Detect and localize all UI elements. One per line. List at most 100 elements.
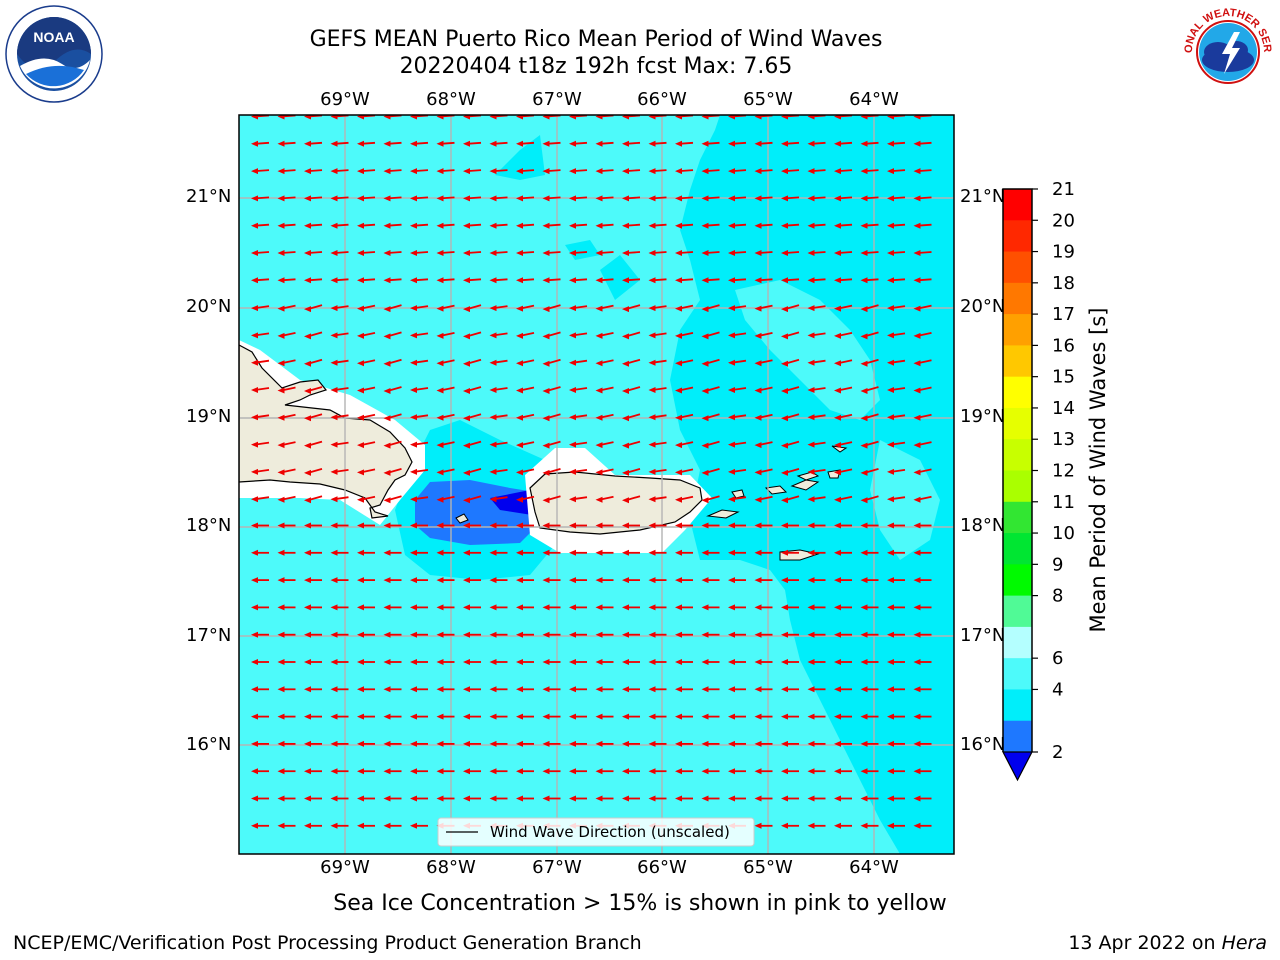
wind-arrow	[834, 604, 852, 611]
wind-arrow	[410, 631, 428, 638]
wind-arrow	[516, 277, 535, 284]
wind-arrow	[595, 686, 614, 693]
wind-arrow	[648, 604, 667, 611]
wind-arrow	[648, 522, 667, 529]
wind-arrow	[357, 195, 376, 202]
wind-arrow	[754, 222, 773, 229]
wind-arrow	[754, 250, 773, 256]
wind-arrow	[807, 250, 826, 256]
wind-arrow	[304, 631, 322, 638]
wind-arrow	[251, 659, 269, 665]
wind-arrow	[887, 549, 905, 556]
wind-arrow	[304, 795, 322, 802]
lon-label-top-6: 64°W	[849, 89, 899, 110]
wind-arrow	[754, 795, 773, 802]
colorbar-segment	[1003, 626, 1032, 659]
wind-arrow	[569, 387, 588, 393]
lat-label-right-5: 17°N	[960, 625, 1006, 646]
wind-arrow	[834, 222, 853, 229]
wind-arrow	[834, 713, 852, 720]
wind-arrow	[622, 713, 640, 720]
wind-arrow	[807, 713, 826, 720]
wind-arrow	[304, 304, 323, 313]
wind-arrow	[569, 631, 587, 638]
wind-arrow	[489, 496, 508, 503]
wind-arrow	[304, 522, 322, 529]
wind-arrow	[251, 140, 270, 147]
wind-arrow	[277, 250, 296, 256]
wind-arrow	[675, 195, 694, 202]
wind-arrow	[304, 277, 323, 284]
wind-arrow	[277, 686, 296, 693]
wind-arrow	[542, 440, 561, 449]
wind-arrow	[887, 359, 906, 366]
wind-arrow	[542, 631, 561, 638]
wind-arrow	[383, 222, 402, 229]
wind-arrow	[251, 222, 270, 229]
wind-arrow	[860, 331, 879, 340]
wind-arrow	[330, 496, 349, 503]
wind-arrow	[330, 387, 349, 393]
wind-arrow	[251, 250, 270, 256]
wind-arrow	[595, 386, 614, 394]
wind-arrow	[357, 577, 375, 584]
wind-arrow	[913, 359, 932, 367]
wind-arrow	[675, 768, 693, 775]
wind-arrow	[887, 387, 906, 393]
island-vieques	[706, 509, 740, 519]
wind-arrow	[516, 522, 534, 529]
wind-arrow	[834, 740, 852, 747]
wind-arrow	[754, 740, 773, 747]
wind-arrow	[304, 358, 323, 367]
wind-arrow	[410, 140, 429, 147]
wind-arrow	[516, 222, 535, 229]
colorbar-segment	[1003, 564, 1032, 597]
wind-arrow	[754, 577, 773, 584]
wind-arrow	[860, 686, 879, 693]
wind-arrow	[357, 740, 375, 747]
wind-arrow	[781, 468, 800, 476]
wind-arrow	[357, 304, 376, 312]
wind-arrow	[701, 768, 720, 775]
wind-arrow	[277, 522, 296, 529]
wind-arrow	[781, 440, 800, 449]
wind-arrow	[304, 331, 323, 340]
wind-arrow	[357, 441, 376, 449]
wind-arrow	[383, 604, 402, 611]
wind-arrow	[807, 549, 826, 556]
wind-arrow	[383, 577, 402, 584]
wind-arrow	[781, 140, 800, 147]
wind-arrow	[701, 549, 720, 556]
wind-arrow	[410, 822, 428, 829]
wind-arrow	[330, 168, 349, 175]
wind-arrow	[701, 522, 720, 529]
wind-arrow	[277, 604, 296, 611]
wind-arrow	[754, 386, 773, 394]
wind-arrow	[807, 195, 826, 202]
wind-arrow	[463, 440, 482, 449]
wind-arrow	[781, 522, 799, 529]
wind-arrow	[834, 332, 853, 339]
wind-arrow	[383, 140, 402, 147]
wind-arrow	[754, 822, 773, 829]
wind-arrow	[383, 631, 402, 638]
colorbar-segment	[1003, 220, 1032, 253]
wind-arrow	[569, 332, 588, 339]
wind-arrow	[834, 549, 852, 556]
wind-arrow	[542, 577, 561, 584]
wind-arrow	[463, 740, 481, 747]
colorbar-tick-label: 19	[1052, 242, 1075, 263]
wind-arrow	[913, 822, 932, 829]
wind-arrow	[383, 495, 402, 504]
wind-arrow	[410, 168, 429, 175]
wind-arrow	[330, 659, 349, 665]
wind-arrow	[489, 795, 508, 802]
wind-arrow	[251, 305, 270, 312]
wind-arrow	[807, 305, 826, 312]
wind-arrow	[701, 440, 720, 449]
wind-arrow	[277, 740, 296, 747]
wind-arrow	[887, 222, 906, 229]
wind-arrow	[648, 659, 667, 665]
wind-arrow	[410, 496, 429, 503]
wind-arrow	[675, 659, 693, 665]
